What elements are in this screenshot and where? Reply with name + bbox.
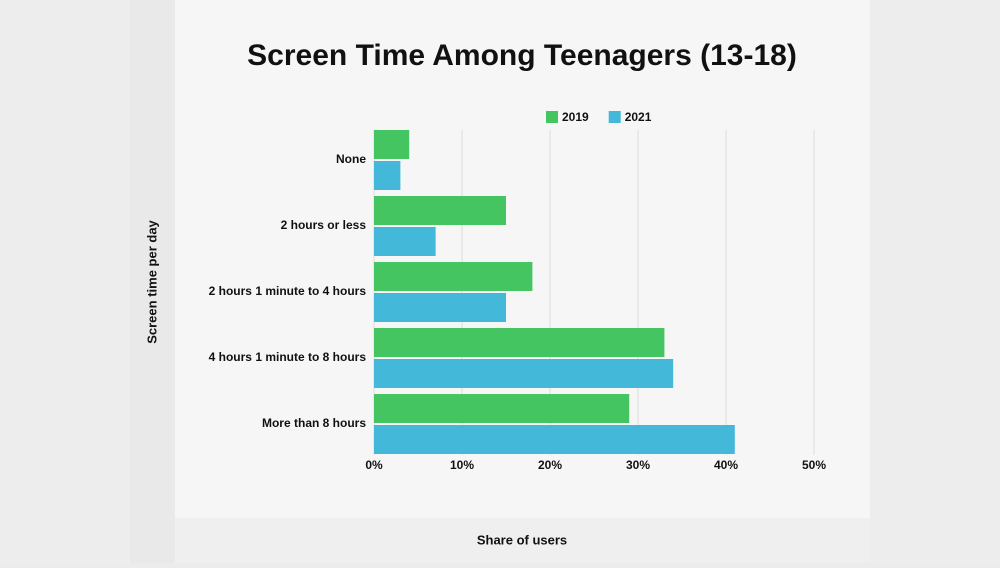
bar: [374, 328, 665, 357]
y-tick-label: 2 hours or less: [281, 218, 367, 232]
x-tick-label: 0%: [365, 458, 383, 472]
bar: [374, 130, 410, 159]
x-axis-strip: [175, 518, 870, 563]
bar: [374, 262, 533, 291]
legend-label: 2021: [625, 110, 652, 124]
x-tick-label: 20%: [538, 458, 562, 472]
x-tick-label: 30%: [626, 458, 650, 472]
legend-label: 2019: [562, 110, 589, 124]
bar: [374, 161, 401, 190]
y-tick-label: 4 hours 1 minute to 8 hours: [209, 350, 367, 364]
y-tick-label: More than 8 hours: [262, 416, 366, 430]
x-tick-label: 40%: [714, 458, 738, 472]
bar: [374, 394, 630, 423]
x-tick-label: 10%: [450, 458, 474, 472]
bar: [374, 196, 506, 225]
bar: [374, 359, 674, 388]
chart-title: Screen Time Among Teenagers (13-18): [247, 39, 797, 72]
y-tick-label: None: [336, 152, 366, 166]
y-axis-label: Screen time per day: [144, 219, 159, 343]
x-axis-label: Share of users: [477, 532, 567, 547]
legend-swatch: [546, 111, 558, 123]
legend-swatch: [608, 111, 621, 123]
y-tick-label: 2 hours 1 minute to 4 hours: [209, 284, 367, 298]
bar: [374, 293, 506, 322]
y-axis-strip: [130, 0, 175, 563]
bar: [374, 425, 735, 454]
bar: [374, 227, 436, 256]
x-tick-label: 50%: [802, 458, 826, 472]
